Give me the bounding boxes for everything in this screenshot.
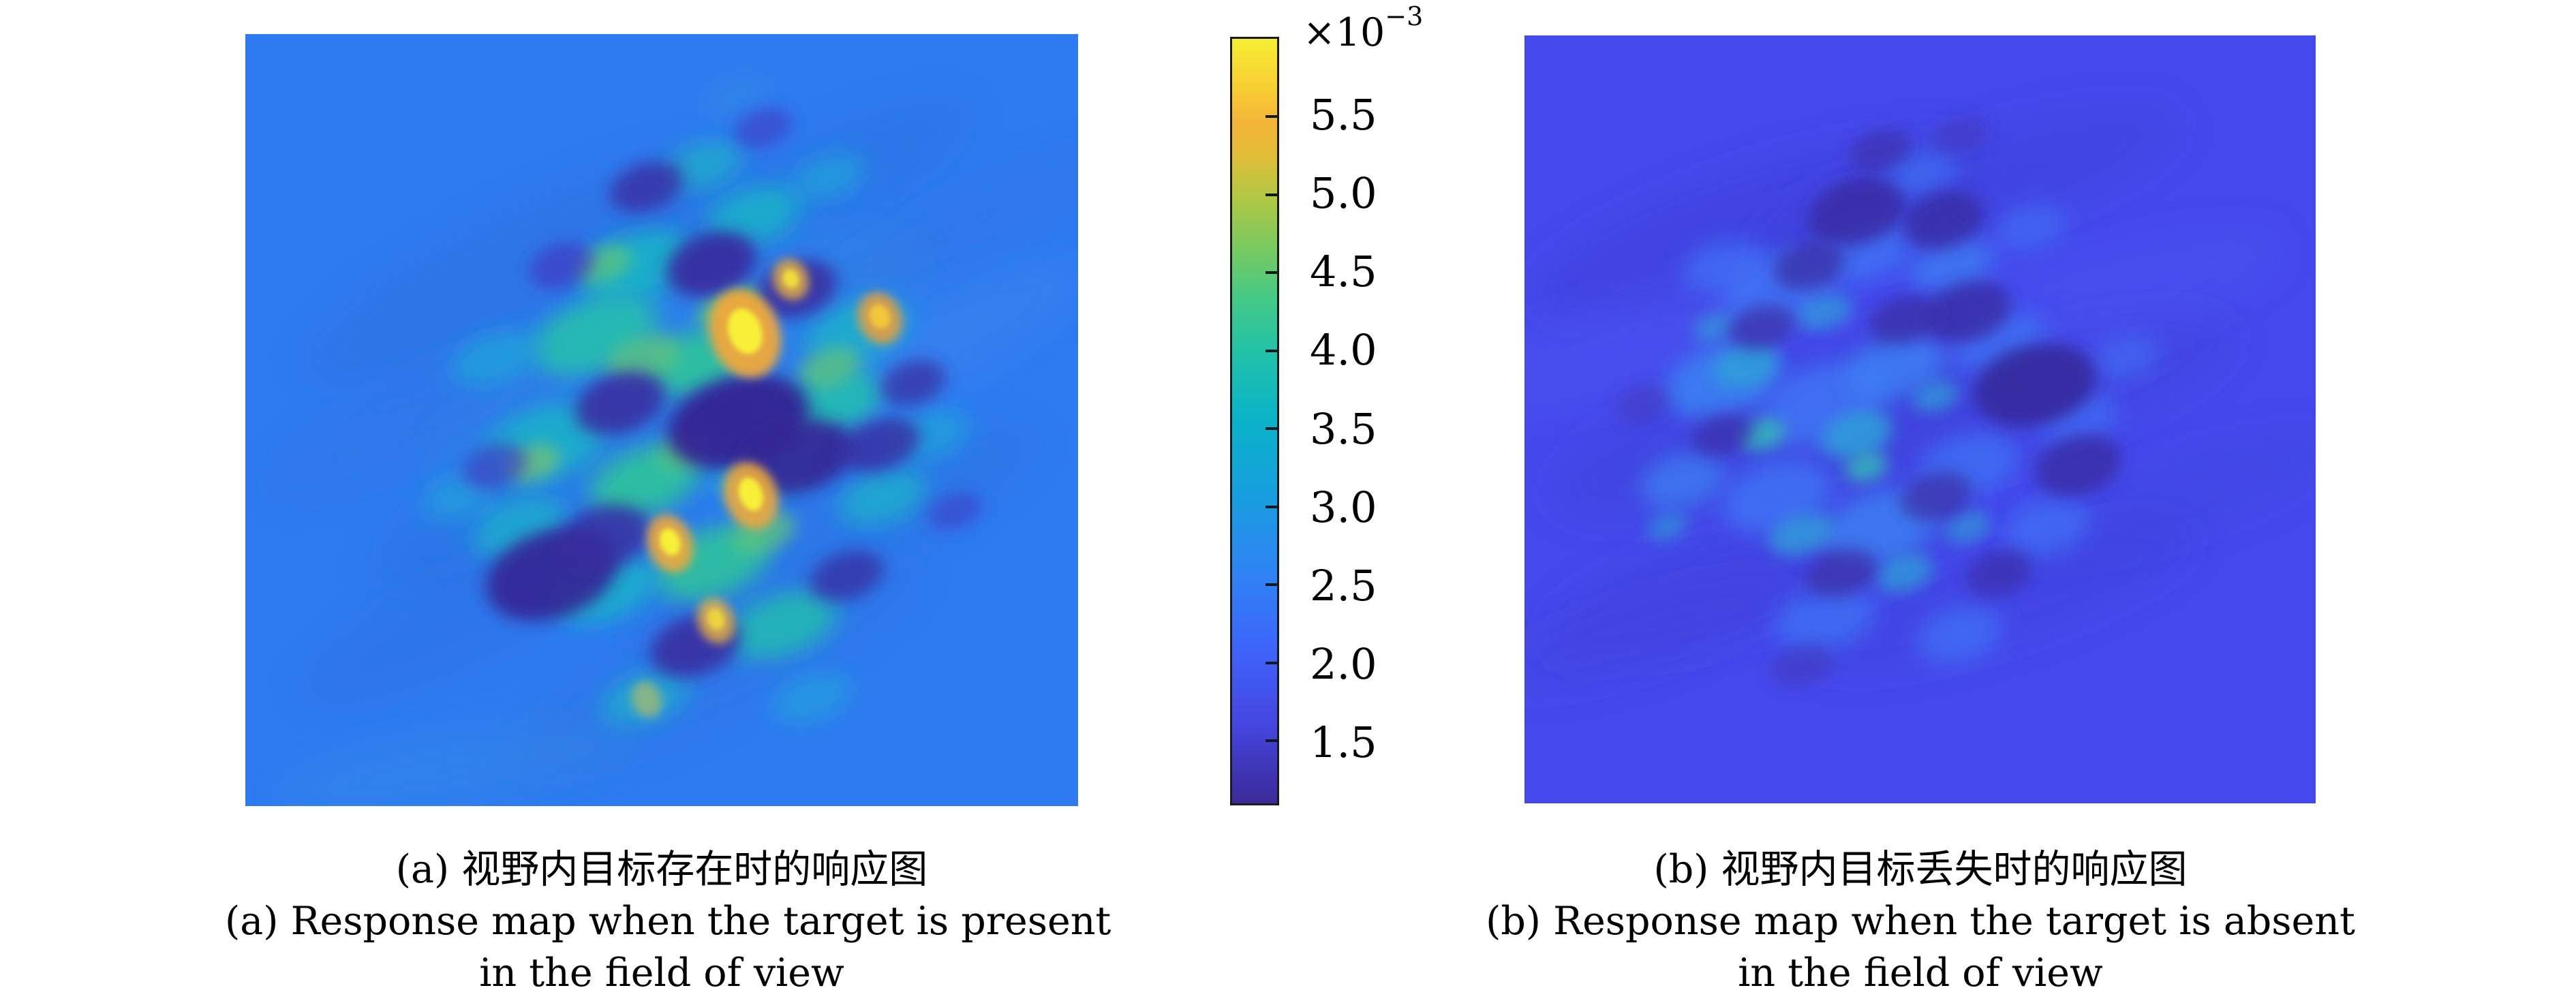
caption-b: (b) 视野内目标丢失时的响应图 (b) Response map when t… bbox=[1484, 844, 2357, 999]
colorbar-ticks bbox=[1232, 39, 1277, 803]
colorbar-tick-mark bbox=[1266, 193, 1277, 196]
caption-b-line-en1: (b) Response map when the target is abse… bbox=[1486, 899, 2355, 944]
colorbar-tick-mark bbox=[1266, 115, 1277, 119]
colorbar-tick-mark bbox=[1266, 583, 1277, 587]
colorbar-tick-label: 5.5 bbox=[1310, 90, 1377, 140]
colorbar bbox=[1230, 37, 1279, 805]
colorbar-tick-label: 4.0 bbox=[1310, 325, 1377, 375]
heatmap-panel-a bbox=[245, 34, 1078, 806]
colorbar-tick-label: 3.0 bbox=[1310, 482, 1377, 532]
colorbar-tick-label: 4.5 bbox=[1310, 247, 1377, 297]
colorbar-exponent-prefix: ×10 bbox=[1303, 10, 1385, 55]
colorbar-tick-mark bbox=[1266, 427, 1277, 431]
colorbar-tick-mark bbox=[1266, 661, 1277, 664]
caption-a-line-en1: (a) Response map when the target is pres… bbox=[225, 899, 1111, 944]
colorbar-exponent-label: ×10−3 bbox=[1303, 3, 1423, 55]
colorbar-tick-label: 3.5 bbox=[1310, 403, 1377, 454]
colorbar-gradient bbox=[1232, 39, 1277, 803]
caption-b-line-zh: (b) 视野内目标丢失时的响应图 bbox=[1653, 847, 2188, 892]
heatmap-panel-b bbox=[1524, 35, 2316, 803]
colorbar-tick-mark bbox=[1266, 271, 1277, 275]
colorbar-tick-label: 2.5 bbox=[1310, 560, 1377, 611]
colorbar-tick-labels: 5.5 5.0 4.5 4.0 3.5 3.0 2.5 2.0 1.5 bbox=[1310, 37, 1460, 805]
colorbar-exponent-sup: −3 bbox=[1385, 1, 1424, 31]
colorbar-tick-mark bbox=[1266, 505, 1277, 508]
colorbar-tick-mark bbox=[1266, 349, 1277, 352]
caption-a-line-en2: in the field of view bbox=[479, 951, 844, 996]
colorbar-tick-label: 2.0 bbox=[1310, 638, 1377, 689]
colorbar-tick-label: 5.0 bbox=[1310, 168, 1377, 219]
caption-b-line-en2: in the field of view bbox=[1738, 951, 2103, 996]
caption-a: (a) 视野内目标存在时的响应图 (a) Response map when t… bbox=[225, 844, 1111, 999]
colorbar-tick-mark bbox=[1266, 739, 1277, 743]
colorbar-tick-label: 1.5 bbox=[1310, 717, 1377, 767]
caption-a-line-zh: (a) 视野内目标存在时的响应图 bbox=[395, 847, 928, 892]
